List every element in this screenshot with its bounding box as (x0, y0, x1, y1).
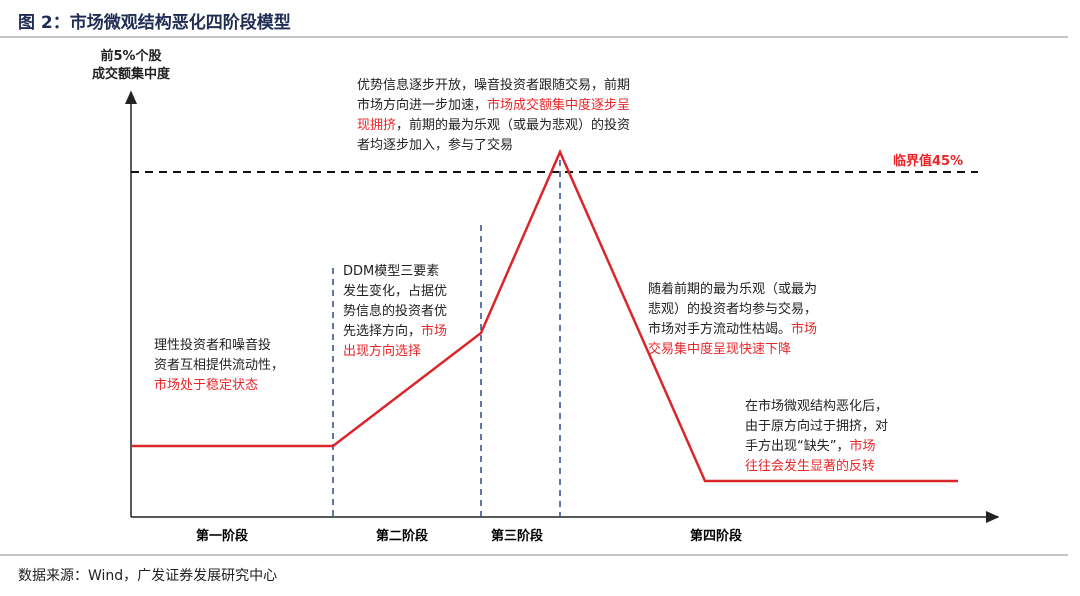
y-axis-label: 前5%个股 成交额集中度 (92, 48, 170, 84)
annotation-line: 往往会发生显著的反转 (745, 457, 888, 477)
annotation-line: 交易集中度呈现快速下降 (648, 340, 817, 360)
annotation-text: DDM模型三要素 (343, 264, 440, 279)
annotation-line: 者均逐步加入，参与了交易 (357, 136, 630, 156)
annotation-line: 优势信息逐步开放，噪音投资者跟随交易，前期 (357, 76, 630, 96)
annotation-text: 市场方向进一步加速， (357, 98, 488, 113)
phase-label: 第三阶段 (491, 529, 544, 544)
annotation: 随着前期的最为乐观（或最为 悲观）的投资者均参与交易， 市场对手方流动性枯竭。市场交… (648, 280, 817, 360)
highlight-text: 市场成交额集中度逐步呈 (487, 98, 631, 113)
annotation-text: 由于原方向过于拥挤，对 (745, 419, 889, 434)
highlight-text: 交易集中度呈现快速下降 (648, 342, 792, 357)
annotation-text: 先选择方向， (343, 324, 422, 339)
phase-label: 第四阶段 (690, 529, 743, 544)
y-axis-label-line: 前5%个股 (100, 49, 162, 64)
annotation-text: 手方出现“缺失”， (745, 439, 850, 454)
threshold-label: 临界值45% (893, 154, 964, 169)
annotation-text: 随着前期的最为乐观（或最为 (648, 282, 818, 297)
annotation-text: 市场对手方流动性枯竭。 (648, 322, 792, 337)
annotation-line: 现拥挤，前期的最为乐观（或最为悲观）的投资 (357, 116, 630, 136)
annotation-line: 悲观）的投资者均参与交易， (648, 300, 817, 320)
annotation-text: 资者互相提供流动性， (154, 358, 285, 373)
highlight-text: 出现方向选择 (343, 344, 422, 359)
annotation-line: 发生变化，占据优 (343, 282, 447, 302)
phase-label: 第一阶段 (196, 529, 249, 544)
annotation-line: 由于原方向过于拥挤，对 (745, 417, 888, 437)
highlight-text: 现拥挤 (357, 118, 397, 133)
annotation: 理性投资者和噪音投 资者互相提供流动性， 市场处于稳定状态 (154, 336, 284, 396)
annotation-text: ，前期的最为乐观（或最为悲观）的投资 (396, 118, 631, 133)
annotation-line: 势信息的投资者优 (343, 302, 447, 322)
annotation-text: 理性投资者和噪音投 (154, 338, 272, 353)
phase-label: 第二阶段 (376, 529, 429, 544)
annotation-line: 市场对手方流动性枯竭。市场 (648, 320, 817, 340)
annotation-line: 市场处于稳定状态 (154, 376, 284, 396)
annotation-text: 悲观）的投资者均参与交易， (648, 302, 818, 317)
highlight-text: 市场 (421, 324, 448, 339)
annotation-line: 随着前期的最为乐观（或最为 (648, 280, 817, 300)
concentration-path (131, 148, 958, 483)
annotation-text: 发生变化，占据优 (343, 284, 448, 299)
highlight-text: 市场处于稳定状态 (154, 378, 259, 393)
annotation: 在市场微观结构恶化后， 由于原方向过于拥挤，对 手方出现“缺失”，市场 往往会发生显著… (745, 397, 888, 477)
annotation-line: 先选择方向，市场 (343, 322, 447, 342)
source: 数据来源：Wind，广发证券发展研究中心 (18, 568, 278, 584)
title: 图 2：市场微观结构恶化四阶段模型 (18, 13, 291, 33)
annotation-line: DDM模型三要素 (343, 262, 447, 282)
annotation-line: 出现方向选择 (343, 342, 447, 362)
annotation-line: 在市场微观结构恶化后， (745, 397, 888, 417)
annotation: DDM模型三要素 发生变化，占据优 势信息的投资者优 先选择方向，市场 出现方向选择 (343, 262, 447, 362)
annotation-line: 资者互相提供流动性， (154, 356, 284, 376)
highlight-text: 市场 (849, 439, 876, 454)
annotation-line: 市场方向进一步加速，市场成交额集中度逐步呈 (357, 96, 630, 116)
annotation-text: 在市场微观结构恶化后， (745, 399, 889, 414)
y-axis-label-line: 成交额集中度 (92, 67, 171, 82)
annotation: 优势信息逐步开放，噪音投资者跟随交易，前期 市场方向进一步加速，市场成交额集中度逐… (357, 76, 630, 156)
highlight-text: 市场 (791, 322, 818, 337)
highlight-text: 往往会发生显著的反转 (745, 459, 876, 474)
annotation-text: 势信息的投资者优 (343, 304, 448, 319)
annotation-text: 优势信息逐步开放，噪音投资者跟随交易，前期 (357, 78, 631, 93)
annotation-line: 理性投资者和噪音投 (154, 336, 284, 356)
annotation-line: 手方出现“缺失”，市场 (745, 437, 888, 457)
annotation-text: 者均逐步加入，参与了交易 (357, 138, 514, 153)
